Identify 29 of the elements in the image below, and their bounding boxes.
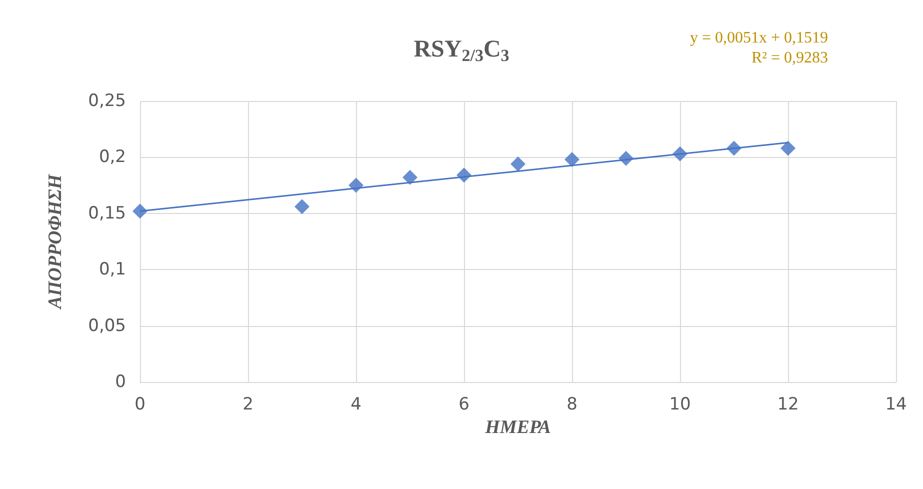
y-tick-label: 0,15 xyxy=(88,203,126,224)
point xyxy=(294,199,310,214)
point xyxy=(780,140,796,156)
x-axis-title: ΗΜΕΡΑ xyxy=(484,417,551,438)
x-tick-label: 2 xyxy=(242,394,254,414)
text: R² = 0,9283 xyxy=(752,50,828,66)
y-tick-label: 0,25 xyxy=(88,91,126,111)
x-tick-label: 6 xyxy=(458,394,470,414)
point xyxy=(132,204,148,219)
text: y = 0,0051x + 0,1519 xyxy=(690,30,828,46)
y-tick-label: 0 xyxy=(115,372,126,392)
point xyxy=(564,152,580,167)
y-tick-label: 0,05 xyxy=(88,316,126,336)
point xyxy=(348,178,364,193)
x-tick-label: 8 xyxy=(566,394,578,414)
y-tick-label: 0,1 xyxy=(98,260,126,280)
x-tick-label: 12 xyxy=(777,394,799,414)
point xyxy=(726,140,742,156)
x-tick-label: 10 xyxy=(669,394,691,414)
point xyxy=(510,156,526,172)
point xyxy=(672,146,688,162)
x-tick-label: 4 xyxy=(350,394,362,414)
point xyxy=(402,170,418,185)
x-tick-label: 14 xyxy=(885,394,907,414)
y-tick-label: 0,2 xyxy=(98,147,126,168)
y-axis-title: ΑΠΟΡΡΟΦΗΣΗ xyxy=(45,173,66,310)
point xyxy=(618,150,634,166)
point xyxy=(456,168,472,183)
x-tick-label: 0 xyxy=(134,394,146,414)
